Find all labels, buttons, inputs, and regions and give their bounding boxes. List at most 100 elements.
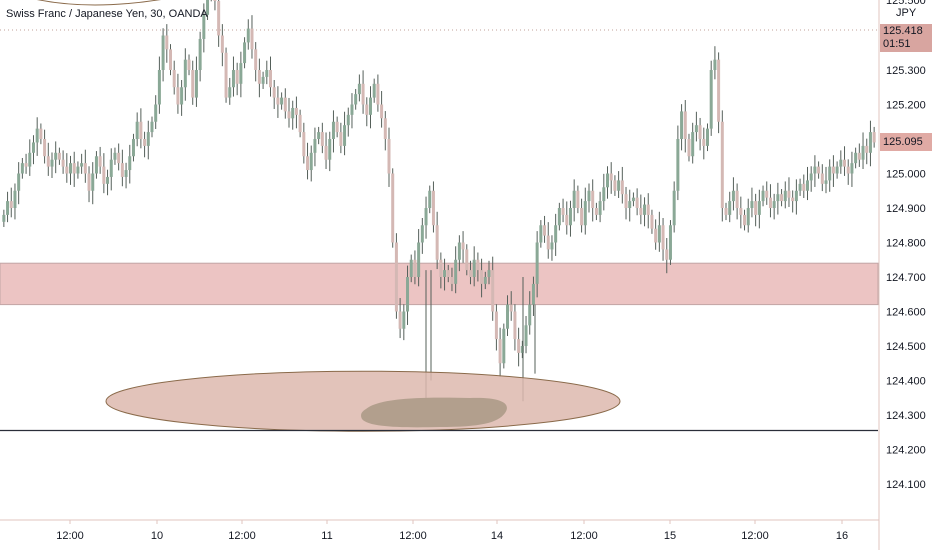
candle-body <box>46 156 50 167</box>
candle-body <box>354 94 358 105</box>
candle <box>61 150 65 174</box>
candle <box>550 235 554 261</box>
candle-body <box>461 242 465 250</box>
candle-body <box>643 204 647 215</box>
candle <box>794 179 798 215</box>
time-tick-label: 12:00 <box>56 530 84 542</box>
price-tick-label: 124.600 <box>886 307 926 319</box>
candle <box>617 171 621 198</box>
candle-body <box>154 104 158 122</box>
candle-body <box>731 190 735 202</box>
candle <box>224 47 228 103</box>
candle <box>591 179 595 222</box>
candle-body <box>676 139 680 191</box>
candle-body <box>635 197 639 208</box>
ellipse-drawing[interactable] <box>105 370 621 432</box>
candle-body <box>298 114 302 133</box>
candle-body <box>850 163 854 174</box>
candle <box>46 142 50 176</box>
candle <box>528 291 532 335</box>
time-tick-label: 12:00 <box>741 530 769 542</box>
candle-body <box>780 194 784 202</box>
candle-body <box>391 173 395 243</box>
brush-highlight[interactable] <box>361 397 507 428</box>
candle-body <box>609 173 613 181</box>
candle <box>768 184 772 218</box>
candle <box>361 70 365 114</box>
candle <box>120 149 124 187</box>
candle <box>180 80 184 116</box>
candle <box>687 133 691 162</box>
candle-body <box>817 166 821 174</box>
candle-body <box>120 163 124 177</box>
candle-body <box>328 139 332 160</box>
candle-body <box>572 190 576 208</box>
candle-body <box>169 49 173 70</box>
candle-body <box>43 139 47 157</box>
candle <box>709 60 713 136</box>
candle-body <box>457 242 461 260</box>
candle <box>50 152 54 178</box>
candle <box>457 235 461 272</box>
candle <box>787 177 791 207</box>
candle <box>739 196 743 229</box>
candle-body <box>406 277 410 312</box>
candle-body <box>346 114 350 126</box>
candle-body <box>320 132 324 146</box>
candle <box>517 327 521 367</box>
candle-body <box>624 194 628 208</box>
candle <box>320 122 324 154</box>
candle <box>324 132 328 170</box>
candle-body <box>513 311 517 340</box>
candle <box>124 162 128 189</box>
candle <box>343 111 347 156</box>
candle <box>850 151 854 187</box>
candle <box>483 271 487 290</box>
candle-body <box>72 163 76 174</box>
candle-body <box>450 277 454 284</box>
candle <box>646 193 650 229</box>
candle <box>509 291 513 321</box>
candle <box>402 304 406 341</box>
candle-body <box>591 190 595 208</box>
candle-body <box>124 170 128 177</box>
candle <box>761 185 765 207</box>
candle <box>106 169 110 196</box>
candle <box>331 110 335 153</box>
candle <box>243 37 247 69</box>
candle <box>376 74 380 112</box>
candle-body <box>280 97 284 105</box>
candle-body <box>220 35 224 53</box>
candle <box>720 110 724 222</box>
candle <box>765 181 769 205</box>
candle <box>143 131 147 158</box>
candle-body <box>735 190 739 208</box>
candle-body <box>454 259 458 284</box>
candle-body <box>557 208 561 226</box>
candle <box>543 215 547 243</box>
candle-body <box>550 242 554 250</box>
candle <box>39 123 43 145</box>
candle <box>783 181 787 209</box>
candle-body <box>283 97 287 112</box>
candle-body <box>376 83 380 105</box>
candle <box>354 88 358 110</box>
highlight-zone[interactable] <box>0 262 879 306</box>
candle-body <box>687 139 691 157</box>
candle <box>683 100 687 153</box>
candle <box>635 188 639 216</box>
candle <box>20 157 24 179</box>
currency-label[interactable]: JPY <box>896 7 917 19</box>
candle <box>157 56 161 114</box>
candle-body <box>750 201 754 208</box>
candle <box>865 138 869 165</box>
candle-body <box>217 0 221 36</box>
candle <box>443 258 447 291</box>
candle-body <box>546 235 550 250</box>
last-price-value: 125.095 <box>883 136 923 148</box>
candle-body <box>709 70 713 129</box>
candle-body <box>554 225 558 243</box>
candle <box>128 144 132 184</box>
